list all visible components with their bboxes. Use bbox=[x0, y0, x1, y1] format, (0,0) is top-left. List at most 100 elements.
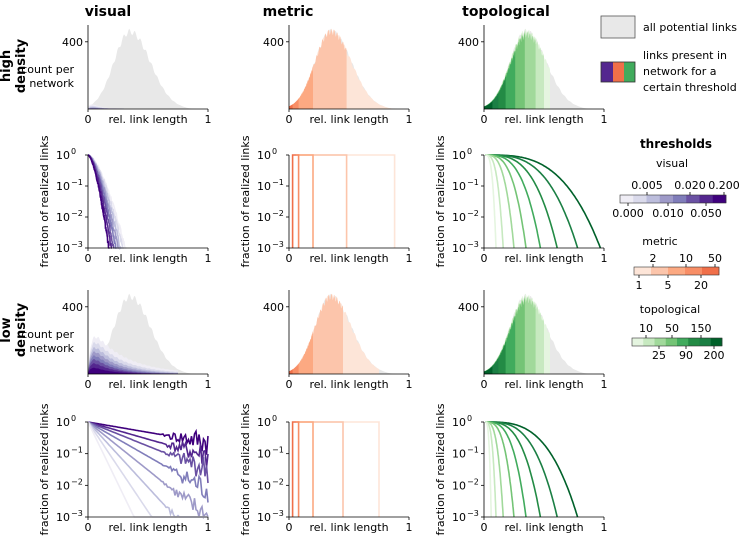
y-tick-label: 10 bbox=[452, 416, 466, 429]
svg-text:high: high bbox=[0, 50, 14, 82]
x-axis-label: rel. link length bbox=[309, 252, 388, 265]
x-tick-label: 0 bbox=[481, 378, 488, 391]
frac-line-7 bbox=[485, 421, 492, 518]
x-tick-label: 1 bbox=[601, 521, 608, 534]
colorbar-cell-1 bbox=[633, 195, 647, 203]
thresholds-legend: thresholds visual 0.005 0.020 0.200 0.00… bbox=[612, 137, 740, 362]
panel-metric-0 bbox=[289, 28, 400, 110]
colorbar-metric bbox=[633, 264, 720, 278]
frac-line-2 bbox=[296, 154, 314, 248]
y-tick-exponent: −3 bbox=[467, 509, 479, 518]
colorbar-cell-1 bbox=[643, 338, 655, 346]
frac-line-0 bbox=[296, 421, 380, 517]
hist-threshold-5 bbox=[484, 77, 506, 109]
x-tick-label: 1 bbox=[601, 113, 608, 126]
y-tick-label: 10 bbox=[452, 511, 466, 524]
colorbar-visual-bottom-1: 0.010 bbox=[652, 207, 684, 220]
y-tick-label: 10 bbox=[257, 149, 271, 162]
colorbar-cell-3 bbox=[665, 338, 678, 346]
hist-threshold-2 bbox=[289, 331, 313, 374]
colorbar-frame bbox=[619, 194, 727, 204]
legend-present-line1: links present in bbox=[643, 49, 727, 62]
y-tick-label: 10 bbox=[452, 242, 466, 255]
y-tick-label: 10 bbox=[56, 180, 70, 193]
colorbar-cell-2 bbox=[654, 338, 667, 346]
colorbar-cell-6 bbox=[699, 338, 712, 346]
colorbar-cell-4 bbox=[673, 195, 687, 203]
panel-metric-3 bbox=[291, 421, 380, 517]
colorbar-metric-top-2: 50 bbox=[708, 252, 722, 265]
column-title-visual: visual bbox=[85, 4, 131, 20]
y-axis-label: network bbox=[29, 342, 74, 355]
x-tick-label: 0 bbox=[85, 521, 92, 534]
y-axis-label: count per bbox=[21, 328, 74, 341]
x-axis-label: rel. link length bbox=[504, 521, 583, 534]
panel-axes: 0 1 rel. link length 400 bbox=[458, 290, 608, 391]
panel-topological-0 bbox=[484, 28, 595, 110]
colorbar-topological-bottom-0: 25 bbox=[652, 349, 666, 362]
x-axis-label: rel. link length bbox=[108, 113, 187, 126]
x-tick-label: 0 bbox=[286, 252, 293, 265]
colorbar-cell-0 bbox=[620, 195, 634, 203]
y-tick-label: 400 bbox=[62, 301, 83, 314]
panel-axes: 0 1 rel. link length 400 bbox=[263, 290, 413, 391]
hist-threshold-4 bbox=[484, 50, 516, 109]
x-tick-label: 1 bbox=[406, 521, 413, 534]
hist-threshold-5 bbox=[484, 342, 506, 374]
column-title-metric: metric bbox=[263, 4, 314, 20]
y-tick-exponent: −3 bbox=[272, 509, 284, 518]
hist-threshold-6 bbox=[484, 357, 499, 374]
y-tick-exponent: −1 bbox=[467, 446, 479, 455]
frac-line-4 bbox=[291, 421, 297, 517]
legend-swatch-visual bbox=[601, 62, 613, 82]
frac-line-4 bbox=[485, 421, 515, 518]
frac-line-1 bbox=[296, 154, 348, 248]
y-tick-exponent: −2 bbox=[71, 477, 83, 486]
panel-visual-1 bbox=[87, 154, 127, 251]
frac-line-2 bbox=[296, 421, 314, 517]
y-tick-label: 10 bbox=[257, 211, 271, 224]
legend-swatch-topological bbox=[624, 62, 635, 82]
y-tick-label: 10 bbox=[56, 211, 70, 224]
y-tick-exponent: −3 bbox=[467, 240, 479, 249]
frac-line-0 bbox=[296, 154, 396, 248]
panel-axes: 0 1 rel. link length 400 bbox=[263, 25, 413, 126]
y-tick-exponent: 0 bbox=[467, 147, 472, 156]
frac-line-3 bbox=[296, 154, 300, 248]
y-tick-exponent: −2 bbox=[71, 209, 83, 218]
colorbar-visual-bottom-2: 0.050 bbox=[690, 207, 722, 220]
legend-present-swatch bbox=[600, 61, 636, 83]
y-tick-label: 10 bbox=[56, 416, 70, 429]
y-axis-label: count per bbox=[21, 63, 74, 76]
thresholds-topological-title: topological bbox=[640, 303, 700, 316]
colorbar-cell-4 bbox=[702, 267, 720, 275]
y-tick-label: 10 bbox=[452, 479, 466, 492]
x-axis-label: rel. link length bbox=[108, 521, 187, 534]
hist-threshold-4 bbox=[289, 369, 293, 374]
colorbar-cell-7 bbox=[710, 338, 723, 346]
x-tick-label: 0 bbox=[481, 113, 488, 126]
frac-line-0 bbox=[87, 421, 209, 455]
legend-present-line3: certain threshold bbox=[643, 81, 737, 94]
colorbar-cell-5 bbox=[688, 338, 700, 346]
hist-threshold-6 bbox=[484, 92, 499, 109]
y-tick-label: 10 bbox=[56, 511, 70, 524]
panel-visual-2 bbox=[88, 293, 199, 374]
y-tick-label: 400 bbox=[263, 301, 284, 314]
colorbar-cell-4 bbox=[677, 338, 689, 346]
panel-topological-2 bbox=[484, 293, 595, 374]
colorbar-cell-0 bbox=[634, 267, 652, 275]
colorbar-cell-0 bbox=[632, 338, 644, 346]
x-tick-label: 1 bbox=[406, 378, 413, 391]
y-tick-label: 400 bbox=[458, 301, 479, 314]
colorbar-metric-bottom-2: 20 bbox=[694, 279, 708, 292]
colorbar-cell-3 bbox=[685, 267, 703, 275]
colorbar-topological-top-0: 10 bbox=[639, 322, 653, 335]
y-tick-label: 10 bbox=[56, 242, 70, 255]
legend-all-label: all potential links bbox=[643, 21, 737, 34]
hist-threshold-4 bbox=[289, 104, 293, 109]
x-axis-label: rel. link length bbox=[108, 378, 187, 391]
